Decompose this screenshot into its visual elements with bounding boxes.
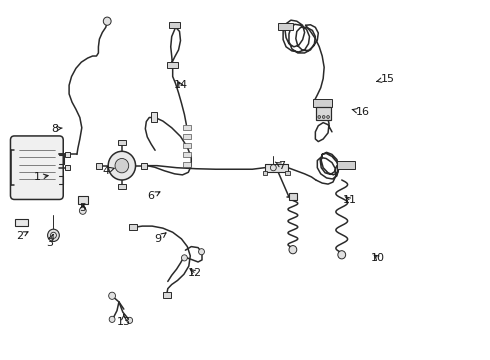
Bar bbox=[183, 125, 191, 130]
Bar bbox=[169, 22, 180, 28]
Circle shape bbox=[109, 292, 116, 300]
Bar bbox=[337, 161, 355, 169]
Bar bbox=[96, 163, 102, 169]
Text: 10: 10 bbox=[371, 253, 385, 263]
Bar bbox=[151, 112, 157, 122]
Bar bbox=[285, 171, 290, 175]
Text: 9: 9 bbox=[154, 233, 166, 244]
Circle shape bbox=[79, 207, 86, 214]
Text: 11: 11 bbox=[343, 195, 357, 206]
Bar bbox=[142, 163, 147, 169]
Circle shape bbox=[181, 255, 187, 261]
Bar bbox=[314, 99, 332, 107]
Circle shape bbox=[338, 251, 345, 259]
Circle shape bbox=[108, 151, 136, 180]
Text: 7: 7 bbox=[275, 161, 285, 171]
Circle shape bbox=[289, 246, 297, 254]
Circle shape bbox=[327, 116, 329, 118]
Bar bbox=[15, 219, 27, 226]
Text: 16: 16 bbox=[352, 107, 370, 117]
Circle shape bbox=[103, 17, 111, 25]
Text: 14: 14 bbox=[173, 80, 188, 90]
Circle shape bbox=[48, 229, 59, 242]
Circle shape bbox=[322, 116, 325, 118]
Text: 12: 12 bbox=[188, 268, 202, 278]
Text: 1: 1 bbox=[34, 172, 48, 183]
Text: 13: 13 bbox=[117, 315, 131, 327]
Bar bbox=[183, 143, 191, 148]
Text: 5: 5 bbox=[79, 203, 86, 213]
Text: 6: 6 bbox=[147, 192, 160, 201]
Bar bbox=[65, 165, 70, 170]
Bar bbox=[183, 162, 191, 167]
Bar bbox=[78, 197, 88, 203]
Bar bbox=[316, 107, 331, 120]
Circle shape bbox=[109, 316, 115, 323]
Text: 3: 3 bbox=[46, 234, 53, 248]
Circle shape bbox=[127, 317, 133, 323]
Bar bbox=[129, 224, 137, 230]
Text: 15: 15 bbox=[376, 73, 394, 84]
Bar bbox=[163, 292, 171, 298]
Bar bbox=[167, 62, 177, 68]
Text: 2: 2 bbox=[16, 231, 28, 241]
Bar bbox=[183, 152, 191, 157]
Bar bbox=[278, 23, 293, 30]
Bar bbox=[263, 171, 268, 175]
Text: 4: 4 bbox=[102, 166, 114, 176]
Bar bbox=[118, 140, 126, 145]
FancyBboxPatch shape bbox=[10, 136, 63, 199]
Bar bbox=[65, 152, 70, 157]
Bar bbox=[118, 184, 126, 189]
Bar bbox=[289, 193, 297, 201]
Circle shape bbox=[198, 249, 204, 255]
Bar bbox=[183, 134, 191, 139]
Bar bbox=[265, 163, 288, 172]
Circle shape bbox=[318, 116, 320, 118]
Text: 8: 8 bbox=[51, 124, 62, 134]
Circle shape bbox=[115, 158, 129, 173]
